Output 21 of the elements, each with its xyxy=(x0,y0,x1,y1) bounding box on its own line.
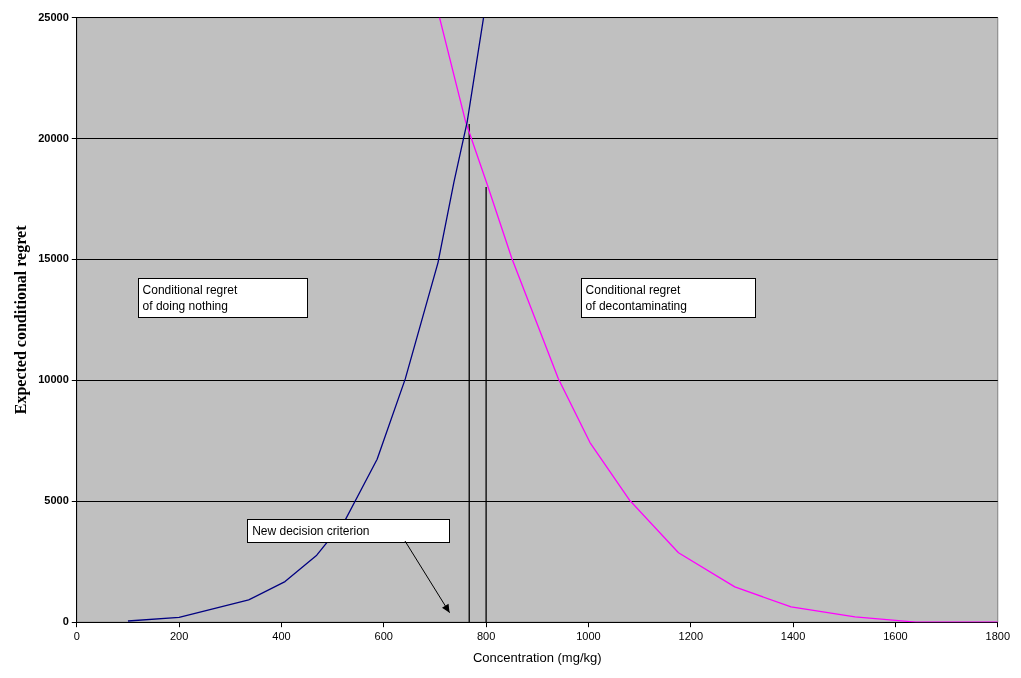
x-axis-title: Concentration (mg/kg) xyxy=(472,649,602,665)
y-tick-label: 20000 xyxy=(38,131,69,144)
y-tick-label: 25000 xyxy=(38,10,69,23)
x-tick-label: 1200 xyxy=(678,629,704,642)
x-tick-label: 200 xyxy=(169,629,189,642)
y-axis-title: Expected conditional regret xyxy=(11,224,30,415)
y-tick-label: 0 xyxy=(62,615,69,628)
x-tick-label: 400 xyxy=(272,629,291,642)
x-tick-label: 1600 xyxy=(883,629,908,642)
y-tick-label: 10000 xyxy=(38,373,69,386)
x-tick-label: 1800 xyxy=(985,629,1011,642)
y-tick-label: 5000 xyxy=(44,494,69,507)
note-box: New decision criterion xyxy=(247,519,450,544)
note-box: Conditional regret of decontaminating xyxy=(580,277,756,318)
x-tick-label: 0 xyxy=(73,629,80,642)
x-tick-label: 1000 xyxy=(576,629,601,642)
x-tick-label: 800 xyxy=(476,629,496,642)
note-box: Conditional regret of doing nothing xyxy=(137,277,308,318)
x-tick-label: 1400 xyxy=(780,629,806,642)
y-tick-label: 15000 xyxy=(38,252,69,265)
x-tick-label: 600 xyxy=(374,629,393,642)
